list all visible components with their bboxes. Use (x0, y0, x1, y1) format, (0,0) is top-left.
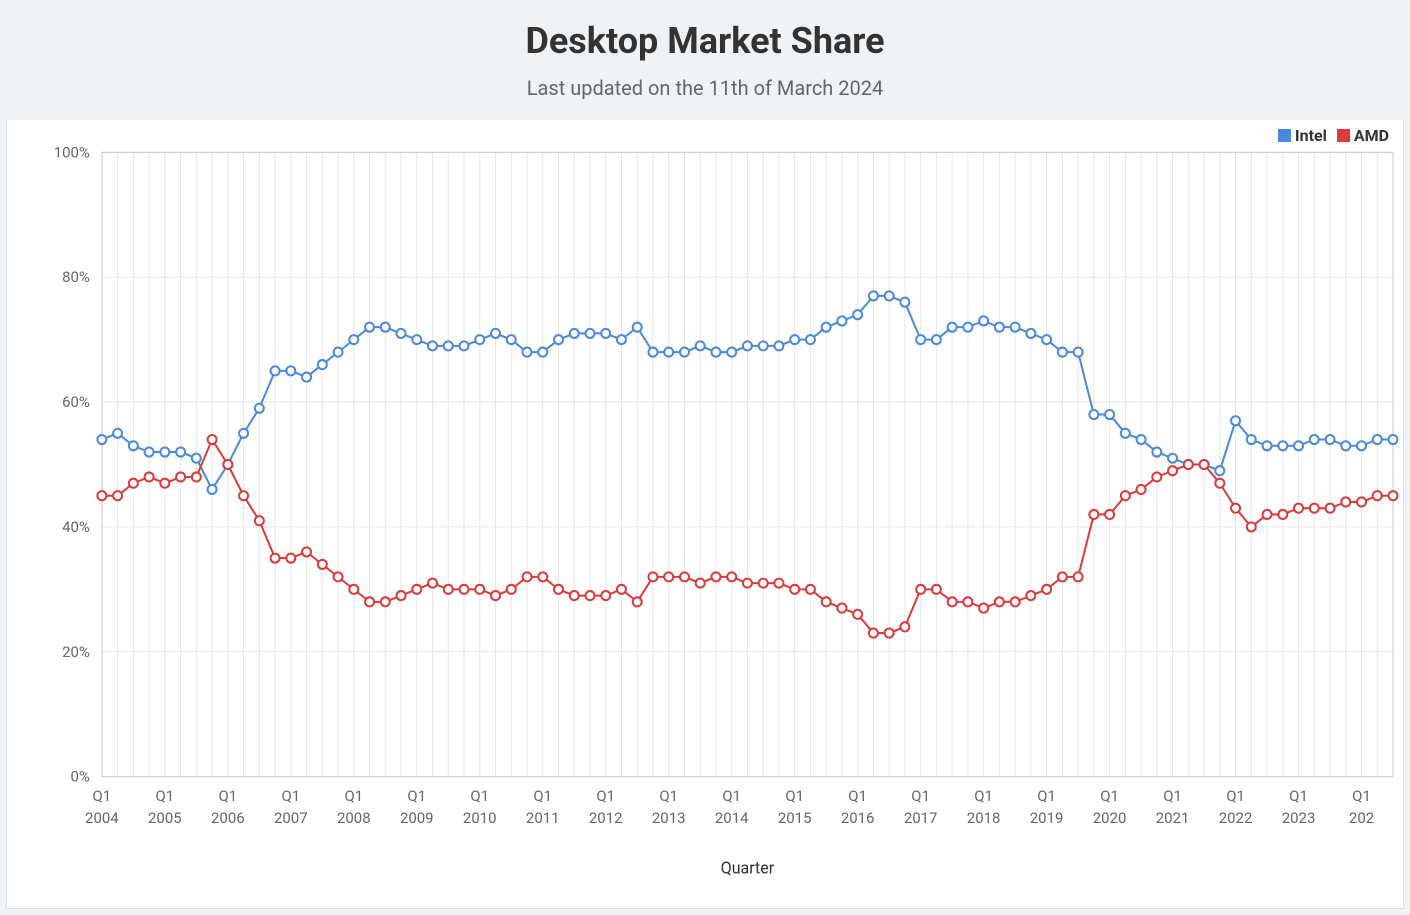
svg-text:Q1: Q1 (1352, 787, 1371, 805)
page-container: Desktop Market Share Last updated on the… (0, 0, 1410, 915)
legend-label: Intel (1295, 126, 1327, 145)
svg-text:Q1: Q1 (1289, 787, 1308, 805)
line-chart: 0% 20% 40% 60% 80% 100% Q1 2004 Q1 2005 Q1 2006 Q1 20… (7, 120, 1403, 908)
svg-text:2004: 2004 (85, 809, 119, 827)
svg-text:2019: 2019 (1030, 809, 1064, 827)
svg-text:Quarter: Quarter (721, 859, 775, 878)
legend: Intel AMD (1272, 126, 1389, 146)
svg-text:Q1: Q1 (974, 787, 993, 805)
chart-title: Desktop Market Share (0, 20, 1410, 62)
svg-text:2018: 2018 (967, 809, 1001, 827)
svg-text:2011: 2011 (526, 809, 560, 827)
svg-text:2022: 2022 (1219, 809, 1253, 827)
svg-text:2023: 2023 (1282, 809, 1316, 827)
legend-item-intel[interactable]: Intel (1278, 126, 1327, 145)
svg-text:2016: 2016 (841, 809, 875, 827)
legend-swatch-amd (1337, 129, 1350, 142)
svg-text:2013: 2013 (652, 809, 686, 827)
svg-text:2008: 2008 (337, 809, 371, 827)
svg-text:60%: 60% (62, 393, 90, 411)
svg-text:202: 202 (1349, 809, 1374, 827)
svg-text:Q1: Q1 (1163, 787, 1182, 805)
svg-text:2012: 2012 (589, 809, 623, 827)
svg-text:80%: 80% (62, 268, 90, 286)
chart-area: Intel AMD 0% 20% 40% 60% 80% 100% Q1 2004 Q1 2005… (6, 120, 1404, 909)
legend-item-amd[interactable]: AMD (1337, 126, 1389, 145)
svg-text:0%: 0% (71, 768, 90, 786)
svg-text:2021: 2021 (1156, 809, 1190, 827)
svg-text:Q1: Q1 (407, 787, 426, 805)
svg-text:40%: 40% (62, 518, 90, 536)
svg-text:Q1: Q1 (911, 787, 930, 805)
svg-text:Q1: Q1 (848, 787, 867, 805)
svg-text:Q1: Q1 (470, 787, 489, 805)
svg-text:2009: 2009 (400, 809, 434, 827)
svg-text:2007: 2007 (274, 809, 308, 827)
svg-text:2006: 2006 (211, 809, 245, 827)
svg-text:Q1: Q1 (93, 787, 112, 805)
header: Desktop Market Share Last updated on the… (0, 0, 1410, 110)
svg-text:2017: 2017 (904, 809, 938, 827)
svg-text:Q1: Q1 (344, 787, 363, 805)
svg-text:Q1: Q1 (785, 787, 804, 805)
svg-text:Q1: Q1 (659, 787, 678, 805)
svg-text:2005: 2005 (148, 809, 182, 827)
svg-text:100%: 100% (54, 143, 90, 161)
svg-text:Q1: Q1 (722, 787, 741, 805)
svg-text:Q1: Q1 (281, 787, 300, 805)
legend-label: AMD (1354, 126, 1389, 145)
svg-text:Q1: Q1 (1226, 787, 1245, 805)
svg-text:2014: 2014 (715, 809, 749, 827)
chart-subtitle: Last updated on the 11th of March 2024 (0, 76, 1410, 100)
svg-text:Q1: Q1 (1037, 787, 1056, 805)
svg-text:Q1: Q1 (218, 787, 237, 805)
svg-text:2015: 2015 (778, 809, 812, 827)
svg-text:20%: 20% (62, 643, 90, 661)
svg-text:2010: 2010 (463, 809, 497, 827)
svg-text:Q1: Q1 (533, 787, 552, 805)
svg-text:Q1: Q1 (1100, 787, 1119, 805)
svg-text:Q1: Q1 (596, 787, 615, 805)
svg-text:Q1: Q1 (155, 787, 174, 805)
svg-text:2020: 2020 (1093, 809, 1127, 827)
legend-swatch-intel (1278, 129, 1291, 142)
